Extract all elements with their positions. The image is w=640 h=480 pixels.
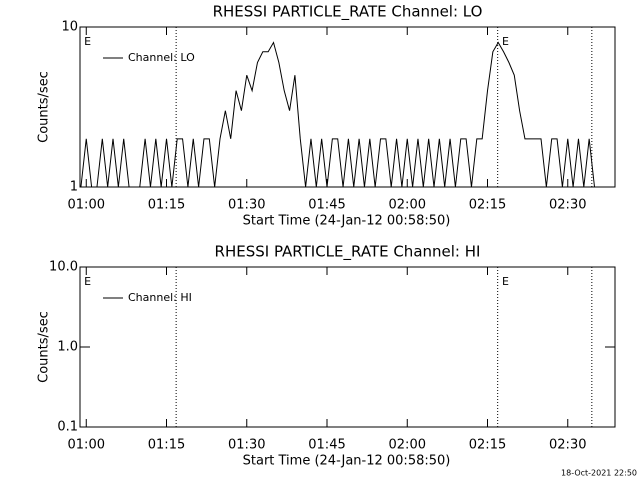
legend-label: Channel: LO: [128, 51, 195, 64]
plot-frame: [79, 26, 616, 188]
x-axis-label: Start Time (24-Jan-12 00:58:50): [243, 454, 451, 469]
annotation: E: [84, 275, 91, 288]
y-tick-label: 10.0: [49, 260, 78, 275]
annotation: E: [502, 35, 509, 48]
x-tick-label: 01:30: [228, 198, 265, 213]
x-tick-label: 02:15: [469, 198, 506, 213]
chart-title: RHESSI PARTICLE_RATE Channel: LO: [213, 3, 483, 22]
data-line: [80, 41, 596, 188]
y-axis-label: Counts/sec: [37, 71, 52, 143]
x-tick-label: 02:00: [389, 438, 426, 453]
x-tick-label: 02:15: [469, 438, 506, 453]
x-tick-label: 02:00: [389, 198, 426, 213]
y-tick-label: 1.0: [57, 340, 78, 355]
x-tick-label: 02:30: [549, 438, 586, 453]
x-tick-label: 01:00: [68, 438, 105, 453]
x-tick-label: 01:00: [68, 198, 105, 213]
annotation: E: [502, 275, 509, 288]
x-axis-label: Start Time (24-Jan-12 00:58:50): [243, 214, 451, 229]
x-tick-label: 01:45: [308, 438, 345, 453]
chart-title: RHESSI PARTICLE_RATE Channel: HI: [215, 243, 481, 262]
x-tick-label: 01:15: [148, 438, 185, 453]
x-tick-label: 01:15: [148, 198, 185, 213]
annotation: E: [84, 35, 91, 48]
y-tick-label: 1: [70, 180, 78, 195]
footer: 18-Oct-2021 22:50: [561, 469, 637, 478]
y-tick-label: 0.1: [57, 420, 78, 435]
x-tick-label: 01:30: [228, 438, 265, 453]
y-axis-label: Counts/sec: [37, 311, 52, 383]
x-tick-label: 02:30: [549, 198, 586, 213]
y-tick-label: 10: [61, 20, 78, 35]
legend-label: Channel: HI: [128, 291, 192, 304]
x-tick-label: 01:45: [308, 198, 345, 213]
